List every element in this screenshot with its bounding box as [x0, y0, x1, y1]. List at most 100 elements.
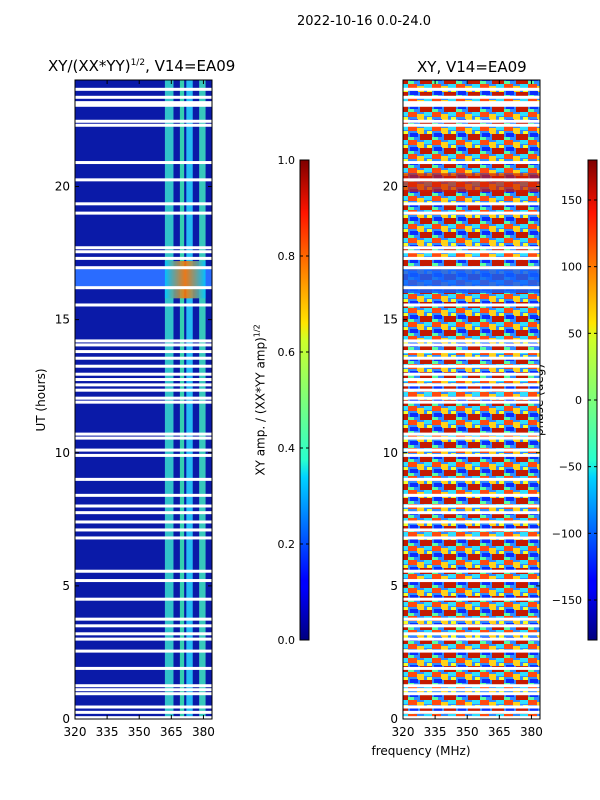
flagged-row [75, 87, 212, 91]
flagged-row [403, 649, 540, 653]
flagged-row [403, 504, 540, 508]
colorbar-tick-label: 0.6 [278, 346, 296, 359]
flagged-row [403, 432, 540, 436]
y-tick-label: 10 [55, 446, 70, 460]
x-tick-label: 335 [424, 725, 447, 739]
flagged-row [75, 453, 212, 457]
flagged-row [403, 624, 540, 628]
flagged-row [75, 528, 212, 532]
amp-title-suffix: , V14=EA09 [145, 57, 236, 75]
flagged-row [75, 684, 212, 688]
flagged-row [75, 692, 212, 696]
flagged-row [403, 493, 540, 497]
flagged-row [75, 536, 212, 540]
flagged-row [75, 303, 212, 307]
flagged-row [403, 710, 540, 714]
x-tick-label: 365 [160, 725, 183, 739]
flagged-row [403, 356, 540, 360]
flagged-row [403, 448, 540, 452]
flagged-row [403, 161, 540, 165]
amp-title-exponent: 1/2 [130, 58, 146, 68]
x-tick-label: 380 [192, 725, 215, 739]
flagged-row [403, 692, 540, 696]
flagged-row [75, 504, 212, 508]
flagged-row [75, 178, 212, 182]
flagged-row [75, 103, 212, 107]
flagged-row [403, 378, 540, 382]
flagged-row [403, 87, 540, 91]
phase-band [403, 173, 540, 192]
phase-colorbar: −150 −100 −50 0 50 100 150 [552, 159, 598, 641]
flagged-row [403, 597, 540, 601]
flagged-row [75, 436, 212, 440]
flagged-row [403, 101, 540, 105]
flagged-row [403, 400, 540, 404]
colorbar-tick-label: 0 [575, 394, 582, 407]
flagged-row [403, 339, 540, 343]
flagged-row [403, 202, 540, 206]
flagged-row [75, 597, 212, 601]
colorbar-tick-label: 1.0 [278, 154, 296, 167]
y-tick-label: 20 [383, 180, 398, 194]
flagged-row [75, 356, 212, 360]
flagged-row [403, 95, 540, 99]
y-tick-label: 10 [383, 446, 398, 460]
flagged-row [403, 684, 540, 688]
flagged-row [403, 364, 540, 368]
y-tick-label: 15 [383, 313, 398, 327]
axes-frame [74, 79, 213, 720]
y-tick-label: 5 [62, 579, 70, 593]
flagged-row [75, 569, 212, 573]
x-tick-label: 380 [520, 725, 543, 739]
amp-heatmap-panel: 320 335 350 365 380 0 5 10 15 20 [55, 79, 215, 739]
flagged-row [75, 632, 212, 636]
y-tick-label: 0 [62, 712, 70, 726]
flagged-row [403, 396, 540, 400]
flagged-row [75, 256, 212, 260]
flagged-row [75, 617, 212, 621]
flagged-row [75, 520, 212, 524]
flagged-row [75, 123, 212, 127]
flagged-row [403, 388, 540, 392]
flagged-row [403, 716, 540, 720]
flagged-row [75, 400, 212, 404]
x-tick-label: 365 [488, 725, 511, 739]
flagged-row [75, 716, 212, 720]
phase-panel-title: XY, V14=EA09 [417, 58, 527, 76]
axes-frame [402, 79, 541, 720]
colorbar-gradient [299, 159, 310, 641]
flagged-row [403, 436, 540, 440]
flagged-row [403, 453, 540, 457]
flagged-row [75, 383, 212, 387]
flagged-row [403, 688, 540, 692]
flagged-row [403, 211, 540, 215]
flagged-row [75, 364, 212, 368]
colorbar-tick-label: 150 [561, 194, 582, 207]
y-tick-label: 15 [55, 313, 70, 327]
x-tick-label: 350 [456, 725, 479, 739]
flagged-row [75, 95, 212, 99]
y-tick-label: 0 [390, 712, 398, 726]
colorbar-tick-label: −50 [559, 461, 582, 474]
flagged-row [75, 211, 212, 215]
flagged-row [75, 161, 212, 165]
x-tick-label: 320 [64, 725, 87, 739]
flagged-row [75, 477, 212, 481]
x-tick-label: 335 [96, 725, 119, 739]
amp-panel-title: XY/(XX*YY)1/2, V14=EA09 [48, 57, 235, 75]
flagged-row [403, 246, 540, 250]
page-title: 2022-10-16 0.0-24.0 [297, 14, 431, 29]
flagged-row [403, 303, 540, 307]
amp-colorbar: 0.0 0.2 0.4 0.6 0.8 1.0 [278, 154, 310, 647]
colorbar-tick-label: −100 [552, 527, 582, 540]
flagged-row [75, 202, 212, 206]
amp-title-text: XY/(XX*YY) [48, 57, 131, 75]
flagged-row [75, 579, 212, 583]
colorbar-tick-label: −150 [552, 594, 582, 607]
flagged-row [75, 649, 212, 653]
flagged-row [75, 432, 212, 436]
flagged-row [75, 511, 212, 515]
flagged-row [75, 448, 212, 452]
flagged-row [403, 119, 540, 123]
